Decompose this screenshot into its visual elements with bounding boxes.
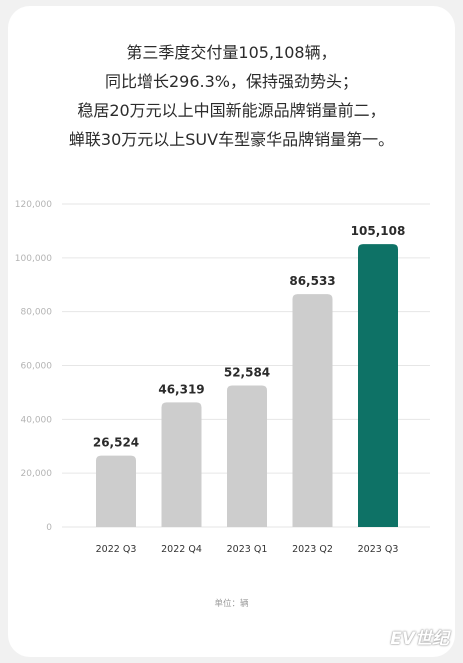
y-tick-label: 40,000 (21, 415, 53, 425)
x-tick-label: 2022 Q3 (96, 544, 137, 555)
unit-label: 单位：辆 (214, 599, 249, 609)
y-tick-label: 60,000 (21, 362, 53, 372)
bar-2023-q1 (227, 385, 267, 527)
x-tick-label: 2023 Q1 (227, 544, 268, 555)
bar-2023-q2 (292, 294, 333, 527)
data-label: 46,319 (158, 382, 204, 396)
y-tick-label: 120,000 (15, 200, 52, 210)
headline-line-1: 第三季度交付量105,108辆， (126, 43, 337, 62)
watermark-logo: EV世纪 (390, 629, 449, 649)
y-tick-label: 20,000 (21, 469, 53, 479)
y-tick-label: 100,000 (15, 254, 52, 264)
data-label: 105,108 (351, 224, 406, 238)
x-tick-label: 2022 Q4 (161, 544, 202, 555)
bar-2022-q3 (96, 455, 136, 527)
headline: 第三季度交付量105,108辆， 同比增长296.3%，保持强劲势头； 稳居20… (0, 38, 463, 154)
bar-2023-q3 (358, 244, 398, 528)
y-tick-label: 80,000 (21, 308, 53, 318)
headline-line-2: 同比增长296.3%，保持强劲势头； (104, 72, 358, 91)
headline-line-3: 稳居20万元以上中国新能源品牌销量前二， (77, 101, 386, 120)
x-tick-label: 2023 Q2 (292, 544, 333, 555)
bar-2022-q4 (161, 402, 202, 527)
data-label: 86,533 (289, 274, 335, 288)
headline-line-4: 蝉联30万元以上SUV车型豪华品牌销量第一。 (68, 130, 395, 149)
y-tick-label: 0 (46, 523, 52, 533)
x-tick-label: 2023 Q3 (358, 544, 399, 555)
data-label: 52,584 (224, 365, 270, 379)
data-label: 26,524 (93, 436, 139, 450)
